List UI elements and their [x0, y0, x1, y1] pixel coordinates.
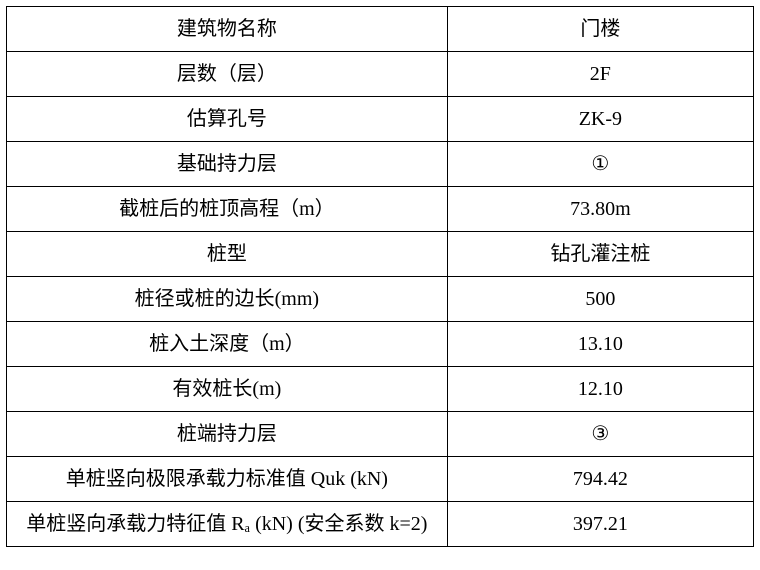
cell-label: 层数（层） — [7, 52, 448, 97]
cell-label: 建筑物名称 — [7, 7, 448, 52]
cell-label: 估算孔号 — [7, 97, 448, 142]
table-row: 基础持力层 ① — [7, 142, 754, 187]
table-row: 桩端持力层 ③ — [7, 412, 754, 457]
table-row: 桩型 钻孔灌注桩 — [7, 232, 754, 277]
table-row: 建筑物名称 门楼 — [7, 7, 754, 52]
table-body: 建筑物名称 门楼 层数（层） 2F 估算孔号 ZK-9 基础持力层 ① 截桩后的… — [7, 7, 754, 547]
cell-label: 截桩后的桩顶高程（m） — [7, 187, 448, 232]
table-container: 建筑物名称 门楼 层数（层） 2F 估算孔号 ZK-9 基础持力层 ① 截桩后的… — [0, 0, 760, 553]
cell-value: ZK-9 — [447, 97, 753, 142]
table-row: 桩径或桩的边长(mm) 500 — [7, 277, 754, 322]
cell-label: 桩型 — [7, 232, 448, 277]
cell-value: 钻孔灌注桩 — [447, 232, 753, 277]
cell-value: ③ — [447, 412, 753, 457]
cell-value: 2F — [447, 52, 753, 97]
cell-value: 500 — [447, 277, 753, 322]
table-row: 桩入土深度（m） 13.10 — [7, 322, 754, 367]
cell-value: 门楼 — [447, 7, 753, 52]
cell-value: ① — [447, 142, 753, 187]
cell-value: 397.21 — [447, 502, 753, 547]
cell-value: 12.10 — [447, 367, 753, 412]
table-row: 估算孔号 ZK-9 — [7, 97, 754, 142]
cell-label: 有效桩长(m) — [7, 367, 448, 412]
table-row: 有效桩长(m) 12.10 — [7, 367, 754, 412]
table-row: 单桩竖向承载力特征值 Rₐ (kN) (安全系数 k=2) 397.21 — [7, 502, 754, 547]
cell-label: 单桩竖向承载力特征值 Rₐ (kN) (安全系数 k=2) — [7, 502, 448, 547]
cell-value: 794.42 — [447, 457, 753, 502]
cell-label: 单桩竖向极限承载力标准值 Quk (kN) — [7, 457, 448, 502]
data-table: 建筑物名称 门楼 层数（层） 2F 估算孔号 ZK-9 基础持力层 ① 截桩后的… — [6, 6, 754, 547]
cell-label: 基础持力层 — [7, 142, 448, 187]
cell-label: 桩径或桩的边长(mm) — [7, 277, 448, 322]
table-row: 层数（层） 2F — [7, 52, 754, 97]
cell-value: 73.80m — [447, 187, 753, 232]
table-row: 单桩竖向极限承载力标准值 Quk (kN) 794.42 — [7, 457, 754, 502]
cell-label: 桩入土深度（m） — [7, 322, 448, 367]
cell-label: 桩端持力层 — [7, 412, 448, 457]
table-row: 截桩后的桩顶高程（m） 73.80m — [7, 187, 754, 232]
cell-value: 13.10 — [447, 322, 753, 367]
